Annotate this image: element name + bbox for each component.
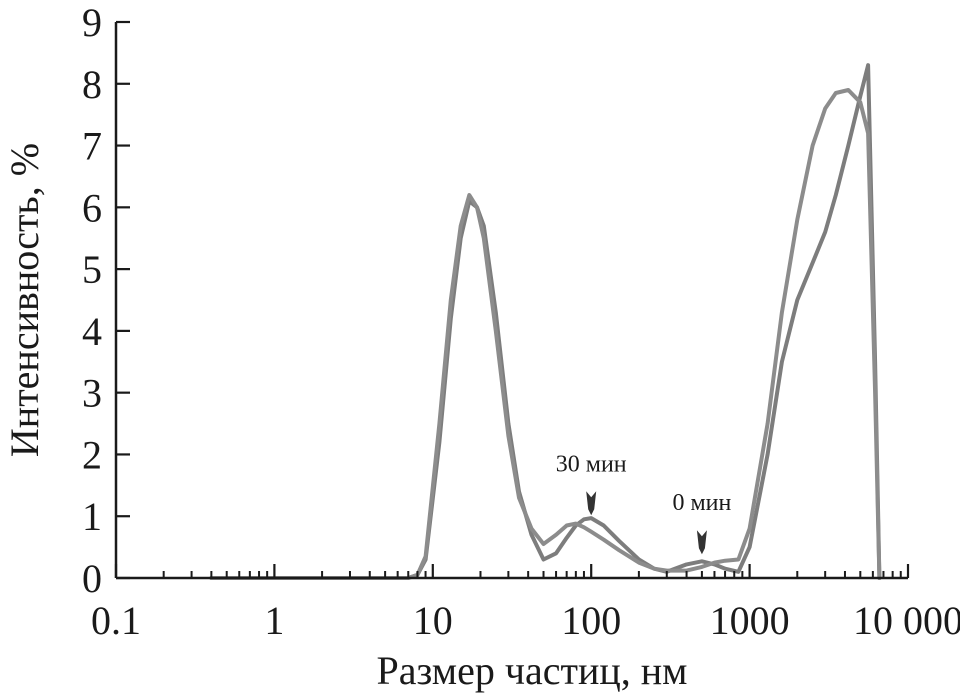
y-tick-label: 6 [82, 185, 102, 230]
y-tick-label: 3 [82, 371, 102, 416]
y-tick-label: 2 [82, 432, 102, 477]
y-tick-label: 9 [82, 0, 102, 45]
x-tick-label: 0.1 [91, 598, 141, 643]
axes [114, 22, 908, 580]
annotations: 30 мин 0 мин [556, 451, 732, 555]
y-ticks: 0 1 2 3 4 5 6 7 8 9 [82, 0, 130, 601]
y-tick-label: 7 [82, 124, 102, 169]
annotation-label: 30 мин [556, 451, 627, 477]
y-tick-label: 1 [82, 494, 102, 539]
x-tick-label: 10 000 [853, 598, 960, 643]
annotation-arrow [696, 530, 707, 555]
y-tick-label: 5 [82, 247, 102, 292]
x-axis-title: Размер частиц, нм [377, 648, 688, 693]
x-tick-label: 10 [413, 598, 453, 643]
annotation-label: 0 мин [672, 490, 731, 516]
y-tick-label: 4 [82, 309, 102, 354]
x-tick-label: 100 [561, 598, 621, 643]
x-tick-label: 1000 [710, 598, 790, 643]
series-line-2 [209, 88, 882, 580]
y-axis-title: Интенсивность, % [2, 143, 47, 457]
x-tick-label: 1 [264, 598, 284, 643]
y-tick-label: 0 [82, 556, 102, 601]
y-tick-label: 8 [82, 62, 102, 107]
annotation-arrow [586, 491, 597, 516]
x-ticks: 0.1 1 10 100 1000 10 000 [91, 564, 960, 643]
series-line-1 [209, 63, 882, 580]
plot-lines [209, 63, 882, 580]
